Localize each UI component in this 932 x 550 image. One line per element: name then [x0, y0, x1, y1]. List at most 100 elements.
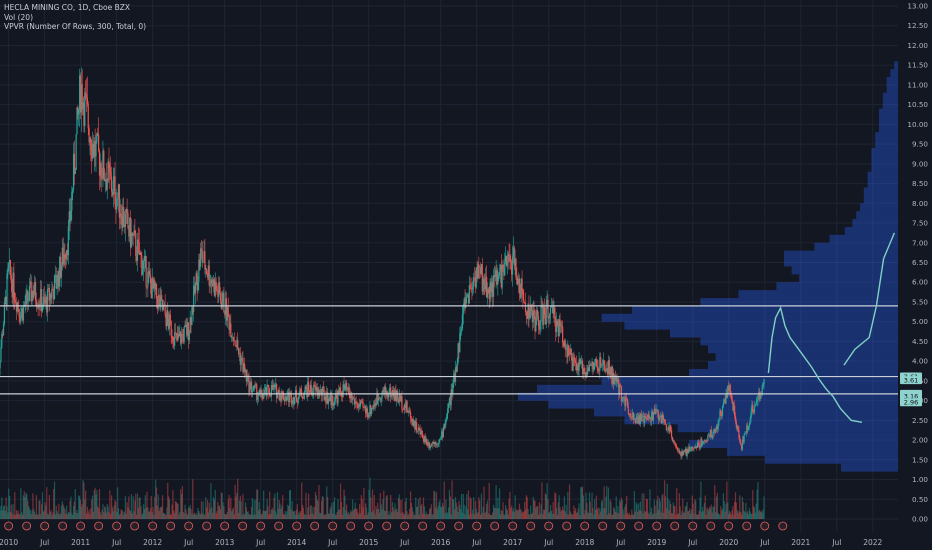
volume-bar: [488, 482, 490, 519]
candle-body: [348, 387, 350, 395]
earnings-event-icon[interactable]: [40, 521, 50, 531]
candle-body: [40, 289, 43, 312]
volume-bar: [744, 512, 746, 519]
earnings-event-icon[interactable]: [184, 521, 194, 531]
volume-bar: [749, 511, 751, 519]
candle-body: [133, 230, 135, 235]
earnings-event-icon[interactable]: [292, 521, 302, 531]
earnings-event-icon[interactable]: [742, 521, 752, 531]
earnings-event-icon[interactable]: [508, 521, 518, 531]
earnings-event-icon[interactable]: [382, 521, 392, 531]
volume-bar: [368, 489, 370, 519]
price-axis[interactable]: 0.000.501.001.502.002.503.003.504.004.50…: [907, 2, 928, 524]
earnings-event-icon[interactable]: [112, 521, 122, 531]
candle-series: [0, 67, 765, 460]
candle-body: [618, 379, 620, 395]
volume-bar: [13, 514, 15, 519]
earnings-event-icon[interactable]: [490, 521, 500, 531]
earnings-event-icon[interactable]: [760, 521, 770, 531]
candle-body: [382, 389, 384, 392]
volume-bar: [274, 493, 276, 519]
earnings-event-icon[interactable]: [130, 521, 140, 531]
volume-bar: [73, 501, 76, 519]
candle-body: [257, 396, 259, 400]
earnings-event-icon[interactable]: [274, 521, 284, 531]
candle-body: [587, 367, 589, 375]
candle-body: [119, 213, 121, 218]
volume-bar: [327, 496, 329, 519]
candle-body: [452, 384, 454, 395]
earnings-event-icon[interactable]: [58, 521, 68, 531]
earnings-event-icon[interactable]: [544, 521, 554, 531]
earnings-event-icon[interactable]: [4, 521, 14, 531]
earnings-event-icon[interactable]: [400, 521, 410, 531]
earnings-event-icon[interactable]: [220, 521, 230, 531]
earnings-event-icon[interactable]: [562, 521, 572, 531]
earnings-event-icon[interactable]: [346, 521, 356, 531]
candle-body: [479, 267, 482, 274]
earnings-event-icon[interactable]: [526, 521, 536, 531]
candle-body: [236, 339, 238, 347]
earnings-event-icon[interactable]: [778, 521, 788, 531]
earnings-event-icon[interactable]: [454, 521, 464, 531]
earnings-event-icon[interactable]: [616, 521, 626, 531]
earnings-event-icon[interactable]: [598, 521, 608, 531]
candle-body: [112, 180, 114, 196]
volume-bar: [707, 508, 709, 519]
earnings-event-icon[interactable]: [724, 521, 734, 531]
earnings-event-icon[interactable]: [472, 521, 482, 531]
legend-volume[interactable]: Vol (20): [4, 12, 34, 22]
candle-body: [47, 288, 50, 289]
volume-bar: [686, 501, 688, 519]
time-axis[interactable]: 2010 Jul 2011 Jul 2012 Jul 2013 Jul 2014 Jul 2015 J…: [0, 538, 883, 547]
earnings-event-icon[interactable]: [76, 521, 86, 531]
earnings-event-icon[interactable]: [94, 521, 104, 531]
earnings-event-icon[interactable]: [670, 521, 680, 531]
earnings-event-icon[interactable]: [202, 521, 212, 531]
candle-body: [70, 210, 72, 222]
earnings-event-icon[interactable]: [328, 521, 338, 531]
candle-body: [444, 423, 446, 428]
earnings-event-icon[interactable]: [238, 521, 248, 531]
volume-bar: [18, 513, 20, 519]
candle-body: [401, 396, 403, 409]
candle-body: [336, 395, 338, 404]
candle-body: [379, 398, 381, 401]
candle-body: [182, 334, 184, 342]
earnings-event-icon[interactable]: [166, 521, 176, 531]
earnings-event-icon[interactable]: [310, 521, 320, 531]
candle-body: [102, 150, 104, 179]
candle-body: [651, 411, 653, 422]
volume-bar: [561, 510, 563, 519]
earnings-event-icon[interactable]: [418, 521, 428, 531]
volume-bar: [221, 493, 223, 519]
legend-symbol[interactable]: HECLA MINING CO, 1D, Cboe BZX: [4, 3, 131, 12]
time-tick-label: 2019: [647, 538, 666, 547]
candle-body: [77, 107, 79, 115]
horizontal-levels[interactable]: [0, 305, 898, 395]
candle-body: [573, 357, 575, 359]
earnings-event-icon[interactable]: [148, 521, 158, 531]
volume-bar: [425, 511, 427, 519]
candle-body: [344, 386, 346, 390]
earnings-event-icon[interactable]: [652, 521, 662, 531]
candle-body: [367, 416, 369, 418]
candle-body: [212, 279, 215, 287]
earnings-event-icon[interactable]: [688, 521, 698, 531]
earnings-event-icon[interactable]: [580, 521, 590, 531]
earnings-event-icon[interactable]: [436, 521, 446, 531]
earnings-event-icon[interactable]: [706, 521, 716, 531]
earnings-event-icon[interactable]: [634, 521, 644, 531]
candle-body: [2, 324, 5, 336]
earnings-event-icon[interactable]: [364, 521, 374, 531]
volume-bar: [49, 511, 51, 519]
candle-body: [230, 323, 232, 338]
candle-body: [372, 405, 375, 409]
legend-vpvr[interactable]: VPVR (Number Of Rows, 300, Total, 0): [4, 22, 147, 31]
earnings-event-icon[interactable]: [256, 521, 266, 531]
event-markers[interactable]: [4, 521, 788, 531]
volume-bar: [558, 495, 560, 519]
candle-body: [441, 431, 444, 438]
earnings-event-icon[interactable]: [22, 521, 32, 531]
